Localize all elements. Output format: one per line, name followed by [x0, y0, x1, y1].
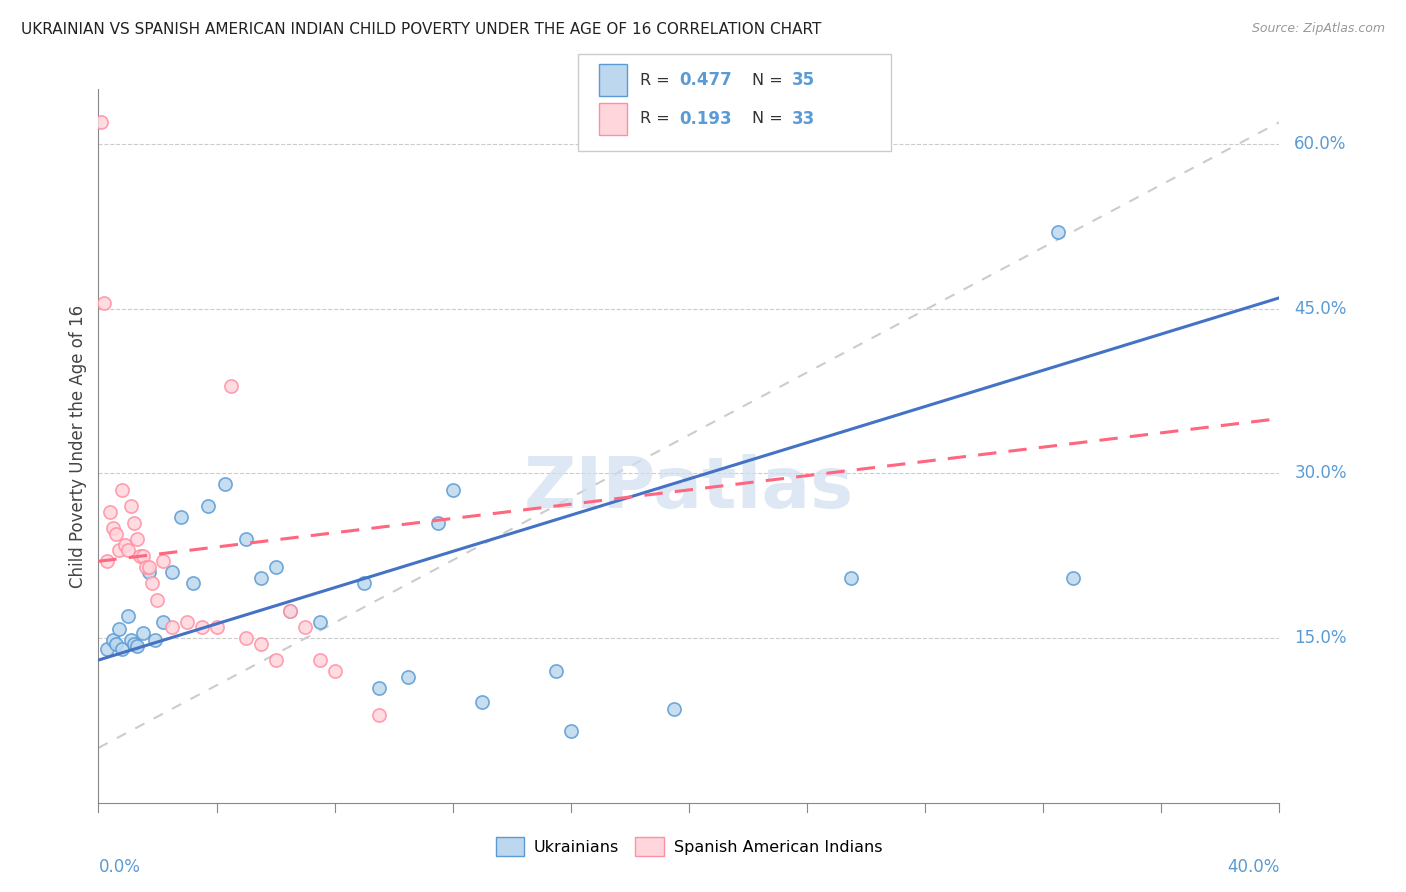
Point [235, 631, 257, 645]
Point [125, 533, 148, 547]
Point [143, 633, 166, 648]
Point [427, 516, 450, 530]
Point [111, 483, 134, 497]
Point [132, 549, 155, 563]
Text: N =: N = [752, 112, 789, 126]
Point [122, 637, 145, 651]
Text: N =: N = [752, 73, 789, 87]
Point [309, 615, 332, 629]
Point [96, 554, 118, 568]
Point [120, 500, 142, 514]
Y-axis label: Child Poverty Under the Age of 16: Child Poverty Under the Age of 16 [69, 304, 87, 588]
Point [309, 653, 332, 667]
Point [132, 625, 155, 640]
Point [122, 516, 145, 530]
Point [353, 576, 375, 591]
Point [152, 554, 174, 568]
Text: 35: 35 [792, 71, 814, 89]
Text: UKRAINIAN VS SPANISH AMERICAN INDIAN CHILD POVERTY UNDER THE AGE OF 16 CORRELATI: UKRAINIAN VS SPANISH AMERICAN INDIAN CHI… [21, 22, 821, 37]
Point [214, 477, 236, 491]
Legend: Ukrainians, Spanish American Indians: Ukrainians, Spanish American Indians [489, 830, 889, 863]
Point [235, 533, 257, 547]
Point [111, 642, 134, 657]
Point [138, 559, 160, 574]
Point [205, 620, 228, 634]
Point [368, 708, 391, 723]
Text: 33: 33 [792, 110, 815, 128]
Point [323, 664, 346, 678]
Point [398, 669, 420, 683]
Point [138, 566, 160, 580]
Text: 45.0%: 45.0% [1295, 300, 1347, 318]
Point [103, 633, 125, 648]
Text: 0.193: 0.193 [679, 110, 731, 128]
Point [117, 609, 139, 624]
Text: R =: R = [640, 112, 675, 126]
Point [162, 566, 183, 580]
Point [664, 702, 686, 716]
Point [546, 664, 568, 678]
Point [264, 653, 287, 667]
Point [96, 642, 118, 657]
Point [280, 604, 302, 618]
Point [191, 620, 214, 634]
Point [294, 620, 316, 634]
Point [93, 296, 115, 310]
Point [114, 538, 136, 552]
Text: 0.0%: 0.0% [98, 858, 141, 876]
Point [250, 571, 273, 585]
Point [108, 623, 131, 637]
Point [141, 576, 163, 591]
Point [221, 378, 243, 392]
Text: 0.477: 0.477 [679, 71, 733, 89]
Point [181, 576, 204, 591]
Point [471, 695, 494, 709]
Point [135, 559, 157, 574]
Point [125, 639, 148, 653]
Text: ZIPatlas: ZIPatlas [524, 454, 853, 524]
Point [560, 724, 582, 739]
Point [264, 559, 287, 574]
Point [108, 543, 131, 558]
Point [105, 526, 128, 541]
Point [441, 483, 464, 497]
Point [197, 500, 219, 514]
Text: 60.0%: 60.0% [1295, 135, 1347, 153]
Text: Source: ZipAtlas.com: Source: ZipAtlas.com [1251, 22, 1385, 36]
Point [162, 620, 183, 634]
Point [103, 521, 125, 535]
Point [250, 637, 273, 651]
Point [117, 543, 139, 558]
Point [1046, 225, 1070, 239]
Point [120, 633, 142, 648]
Point [128, 549, 150, 563]
Text: 40.0%: 40.0% [1227, 858, 1279, 876]
Point [105, 637, 128, 651]
Point [841, 571, 863, 585]
Text: 15.0%: 15.0% [1295, 629, 1347, 647]
Point [170, 510, 193, 524]
Point [368, 681, 391, 695]
Point [280, 604, 302, 618]
Point [98, 505, 121, 519]
Point [152, 615, 174, 629]
Text: R =: R = [640, 73, 675, 87]
Text: 30.0%: 30.0% [1295, 465, 1347, 483]
Point [1062, 571, 1084, 585]
Point [146, 592, 169, 607]
Point [176, 615, 198, 629]
Point [90, 115, 112, 129]
